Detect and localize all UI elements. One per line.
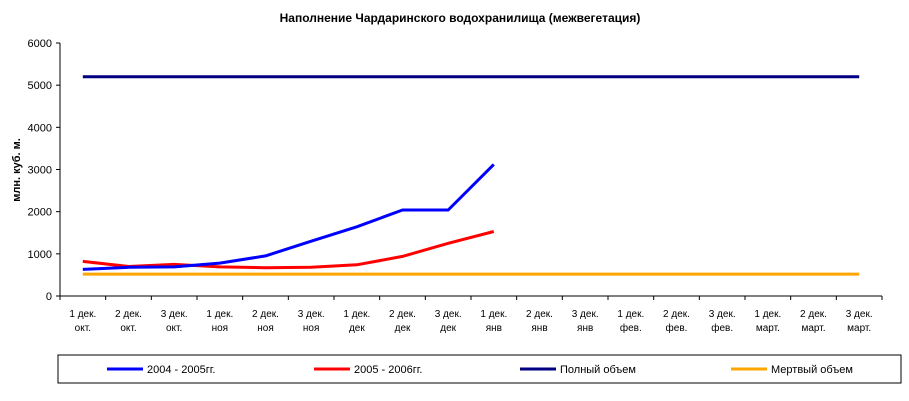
x-tick-label-line1: 2 дек.	[252, 309, 279, 320]
y-tick-label: 0	[46, 291, 52, 303]
x-tick-label-line2: ноя	[257, 323, 274, 334]
x-tick-label-line1: 1 дек.	[754, 309, 781, 320]
x-tick-label-line2: янв	[531, 323, 547, 334]
x-tick-label-line1: 1 дек.	[617, 309, 644, 320]
series-line-1	[82, 230, 495, 270]
series-line-0	[82, 163, 495, 271]
y-tick-label: 1000	[28, 249, 52, 261]
axes	[59, 43, 882, 297]
y-tick-label: 5000	[28, 80, 52, 92]
x-tick-label-line1: 1 дек.	[343, 309, 370, 320]
x-tick-label-line2: фев.	[711, 322, 733, 334]
x-tick-label-line1: 3 дек.	[161, 309, 188, 320]
x-tick-label-line1: 1 дек.	[69, 309, 96, 320]
x-tick-label-line1: 2 дек.	[526, 309, 553, 320]
x-tick-label-line2: ноя	[212, 323, 229, 334]
x-ticks: 1 дек. окт. 2 дек. окт. 3 дек. окт. 1 дек. ноя 2…	[59, 296, 883, 334]
x-tick-label-line2: янв	[577, 323, 593, 334]
x-tick-label-line2: ноя	[303, 323, 320, 334]
x-tick-label-line2: март.	[756, 323, 780, 334]
x-tick-label-line1: 1 дек.	[480, 309, 507, 320]
y-ticks: 0 1000 2000 3000 4000 5000 6000	[28, 38, 60, 303]
x-tick-label-line1: 2 дек.	[389, 309, 416, 320]
x-tick-label-line1: 3 дек.	[572, 309, 599, 320]
x-tick-label-line1: 3 дек.	[298, 309, 325, 320]
x-tick-label-line1: 2 дек.	[115, 309, 142, 320]
x-tick-label-line2: дек	[349, 323, 365, 334]
x-tick-label-line1: 1 дек.	[206, 309, 233, 320]
x-tick-label-line2: дек	[395, 323, 411, 334]
series-lines	[82, 75, 860, 276]
x-tick-label-line1: 2 дек.	[800, 309, 827, 320]
y-axis-label: млн. куб. м.	[11, 138, 23, 202]
x-tick-label-line2: окт.	[75, 323, 91, 334]
chart-title: Наполнение Чардаринского водохранилища (…	[280, 11, 641, 25]
x-tick-label-line2: окт.	[166, 323, 182, 334]
x-tick-label-line1: 3 дек.	[709, 309, 736, 320]
legend-label: Мертвый объем	[771, 364, 853, 376]
x-tick-label-line2: фев.	[620, 322, 642, 334]
y-tick-label: 6000	[28, 38, 52, 50]
x-tick-label-line1: 2 дек.	[663, 309, 690, 320]
x-tick-label-line1: 3 дек.	[435, 309, 462, 320]
x-tick-label-line2: фев.	[666, 322, 688, 334]
x-tick-label-line2: март.	[801, 323, 825, 334]
legend-label: 2005 - 2006гг.	[354, 364, 422, 376]
x-tick-label-line2: март.	[847, 323, 871, 334]
x-tick-label-line2: дек	[440, 323, 456, 334]
y-tick-label: 2000	[28, 207, 52, 219]
x-tick-label-line2: янв	[486, 323, 502, 334]
legend-label: 2004 - 2005гг.	[147, 364, 215, 376]
legend-label: Полный объем	[560, 364, 636, 376]
y-tick-label: 3000	[28, 165, 52, 177]
x-tick-label-line1: 3 дек.	[846, 309, 873, 320]
y-tick-label: 4000	[28, 122, 52, 134]
x-tick-label-line2: окт.	[120, 323, 136, 334]
legend: 2004 - 2005гг. 2005 - 2006гг. Полный объем…	[57, 354, 902, 384]
